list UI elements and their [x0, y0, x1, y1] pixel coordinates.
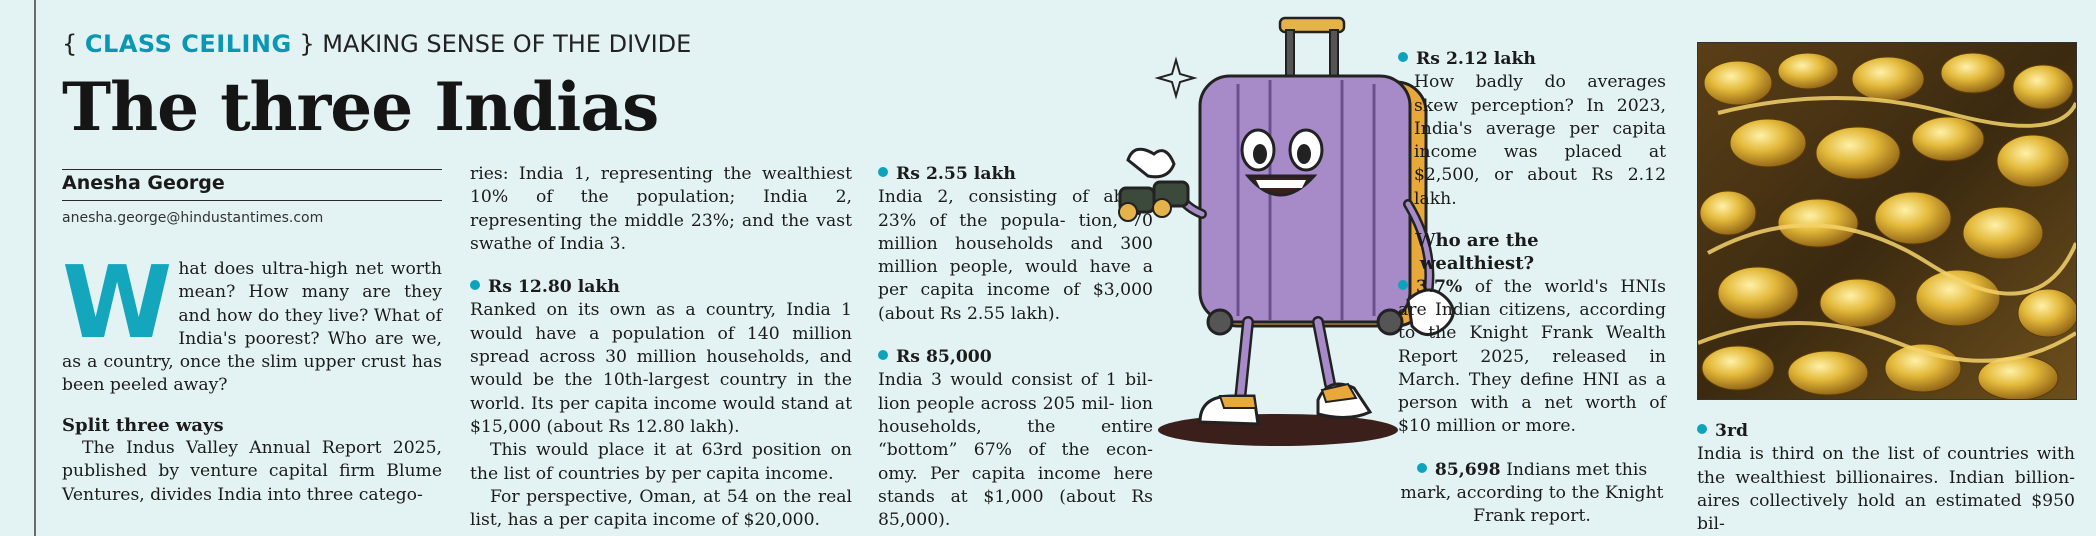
stat-rs-2-55-lakh: Rs 2.55 lakh [878, 163, 1153, 186]
column-4: Rs 2.12 lakh How badly do averages skew … [1398, 48, 1666, 529]
stat-label: 3rd [1715, 421, 1749, 441]
stat-rs-85000-text: India 3 would consist of 1 bil- lion peo… [878, 370, 1153, 531]
byline-top-rule [62, 169, 442, 170]
stat-label: Rs 12.80 lakh [488, 277, 620, 298]
stat-label: Rs 2.55 lakh [896, 164, 1016, 184]
stat-rs-2-55-lakh-text: India 2, consisting of about 23% of the … [878, 187, 1153, 324]
page-edge-rule [34, 0, 36, 536]
gold-jewellery-photo [1697, 42, 2077, 400]
col2-continuation: ries: India 1, representing the wealthie… [470, 164, 852, 254]
bullet-icon [1416, 462, 1427, 473]
bullet-icon [1697, 424, 1707, 434]
bullet-icon [1398, 52, 1408, 62]
stat-rs-12-80-lakh-text: Ranked on its own as a country, India 1 … [470, 300, 852, 437]
bullet-icon [470, 280, 480, 291]
stat-label: Rs 85,000 [896, 347, 992, 368]
intro-text: hat does ultra-high net worth mean? How … [62, 259, 442, 396]
stat-rs-2-12-lakh: Rs 2.12 lakh [1398, 48, 1666, 71]
headline: The three Indias [62, 68, 659, 146]
byline-bottom-rule [62, 200, 442, 201]
stat-3-7-percent: 3.7% of the world's HNIs are Indian citi… [1398, 276, 1666, 439]
bullet-icon [878, 350, 888, 361]
stat-label: 3.7% [1416, 276, 1463, 297]
section-kicker: { CLASS CEILING } MAKING SENSE OF THE DI… [62, 30, 691, 58]
stat-label: 85,698 [1434, 459, 1501, 480]
kicker-tag: CLASS CEILING [84, 30, 292, 58]
col2-para3: For perspective, Oman, at 54 on the real… [470, 486, 852, 531]
col2-para2: This would place it at 63rd position on … [470, 440, 852, 484]
stat-3-7-percent-text: of the world's HNIs are Indian citizens,… [1398, 276, 1666, 437]
stat-3rd-text: India is third on the list of countries … [1697, 444, 2075, 535]
subhead-split-three-ways: Split three ways [62, 414, 224, 436]
col1-body: The Indus Valley Annual Report 2025, pub… [62, 438, 442, 505]
column-5: 3rd India is third on the list of countr… [1697, 420, 2075, 536]
drop-cap: W [62, 244, 173, 361]
stat-85698-text: Indians met this mark, according to the … [1400, 459, 1664, 527]
column-3: Rs 2.55 lakh India 2, consisting of abou… [878, 163, 1153, 532]
kicker-open-brace: { [62, 30, 78, 58]
gold-jewellery-photo-icon [1698, 43, 2076, 399]
suitcase-character-illustration [1108, 4, 1458, 464]
bullet-icon [878, 167, 888, 177]
stat-rs-12-80-lakh: Rs 12.80 lakh [470, 276, 852, 299]
stat-85698: 85,698 Indians met this mark, according … [1398, 459, 1666, 529]
author-email[interactable]: anesha.george@hindustantimes.com [62, 210, 324, 226]
stat-rs-85000: Rs 85,000 [878, 346, 1153, 369]
stat-3rd: 3rd [1697, 420, 2075, 443]
stat-rs-2-12-lakh-text: How badly do averages skew perception? I… [1414, 72, 1666, 209]
suitcase-character-with-binoculars-icon [1118, 16, 1455, 446]
stat-label: Rs 2.12 lakh [1416, 49, 1536, 69]
subhead-who-are-wealthiest: Who are the wealthiest? [1415, 230, 1539, 275]
kicker-text: MAKING SENSE OF THE DIVIDE [322, 30, 692, 58]
bullet-icon [1398, 279, 1408, 290]
author-name: Anesha George [62, 172, 225, 194]
column-2: ries: India 1, representing the wealthie… [470, 163, 852, 532]
kicker-close-brace: } [299, 30, 315, 58]
